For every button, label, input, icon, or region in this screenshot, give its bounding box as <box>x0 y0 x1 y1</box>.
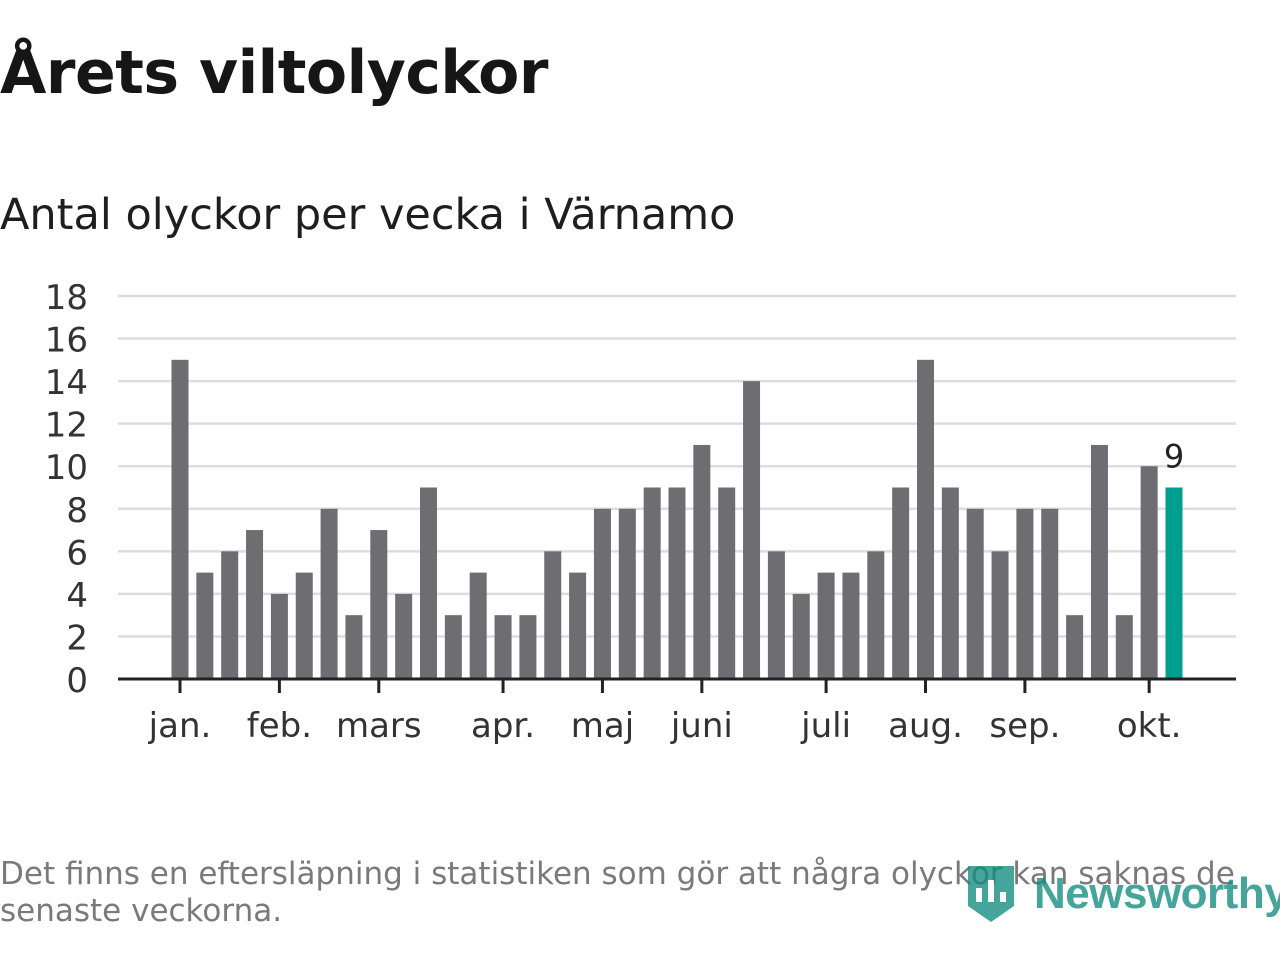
bar <box>767 551 785 679</box>
bar <box>1041 508 1059 679</box>
bar <box>693 444 711 679</box>
x-tick-label: mars <box>336 706 422 746</box>
bar <box>196 572 214 679</box>
bar <box>718 487 736 679</box>
bar <box>1115 615 1133 679</box>
bar <box>867 551 885 679</box>
data-labels: 9 <box>1164 438 1184 476</box>
bar <box>469 572 487 679</box>
bar <box>817 572 835 679</box>
bar-highlight <box>1165 487 1183 679</box>
bar <box>668 487 686 679</box>
bar <box>270 593 288 679</box>
page-title: Årets viltolyckor <box>0 38 549 108</box>
bar <box>395 593 413 679</box>
bar <box>221 551 239 679</box>
bars <box>171 359 1183 679</box>
x-tick-label: juli <box>800 706 851 746</box>
bar <box>519 615 537 679</box>
bar <box>569 572 587 679</box>
y-tick-label: 2 <box>66 618 88 658</box>
bar <box>295 572 313 679</box>
footnote: Det finns en eftersläpning i statistiken… <box>0 856 1235 929</box>
bar <box>320 508 338 679</box>
y-tick-label: 12 <box>45 406 88 446</box>
bar <box>966 508 984 679</box>
bar <box>842 572 860 679</box>
bar <box>743 381 761 679</box>
y-tick-label: 10 <box>45 448 88 488</box>
bar <box>917 359 934 679</box>
bar <box>593 508 611 679</box>
x-axis-ticks: jan. feb. mars apr. maj juni juli aug. sep. okt. <box>148 679 1182 746</box>
x-tick-label: sep. <box>989 706 1060 746</box>
x-tick-label: maj <box>571 706 634 746</box>
y-tick-label: 4 <box>66 576 88 616</box>
y-tick-label: 6 <box>66 533 88 573</box>
bar <box>643 487 661 679</box>
bar <box>544 551 562 679</box>
newsworthy-logo: Newsworthy <box>964 862 1280 926</box>
x-tick-label: apr. <box>471 706 535 746</box>
bar <box>171 359 189 679</box>
bar <box>370 530 388 679</box>
highlight-value-label: 9 <box>1164 438 1184 476</box>
x-tick-label: okt. <box>1117 706 1182 746</box>
bar <box>991 551 1009 679</box>
bar <box>345 615 363 679</box>
bar <box>1090 444 1108 679</box>
x-tick-label: jan. <box>148 706 212 746</box>
bar <box>246 530 264 679</box>
bar <box>420 487 437 679</box>
y-tick-label: 16 <box>45 321 88 361</box>
x-tick-label: juni <box>670 706 733 746</box>
bar <box>1016 508 1034 679</box>
y-tick-label: 14 <box>45 363 88 403</box>
chart-subtitle: Antal olyckor per vecka i Värnamo <box>0 190 736 240</box>
bar <box>941 487 959 679</box>
x-tick-label: aug. <box>888 706 963 746</box>
bar <box>618 508 636 679</box>
y-tick-label: 8 <box>66 491 88 531</box>
bar <box>1140 466 1158 679</box>
y-tick-label: 0 <box>66 661 88 701</box>
newsworthy-logo-icon <box>968 866 1014 922</box>
bar <box>792 593 810 679</box>
bar <box>892 487 910 679</box>
y-tick-label: 18 <box>45 278 88 318</box>
bar <box>494 615 512 679</box>
bar <box>1066 615 1084 679</box>
bar <box>444 615 462 679</box>
logo-text: Newsworthy <box>1034 869 1280 918</box>
x-tick-label: feb. <box>247 706 312 746</box>
